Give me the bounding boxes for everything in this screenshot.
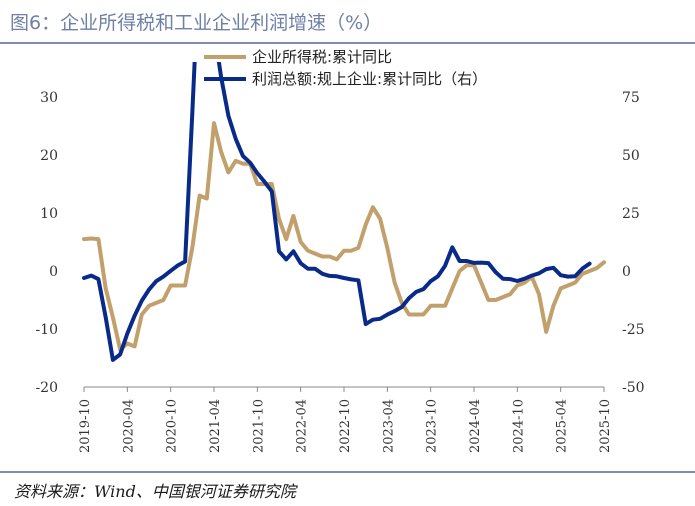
x-tick-label: 2021-10 [251,399,266,453]
x-tick-label: 2022-10 [338,399,353,453]
title-rule [0,42,695,44]
right-tick-label: 25 [622,206,640,222]
x-tick-label: 2025-10 [598,399,613,453]
right-tick-label: 50 [622,148,640,164]
left-tick-label: -10 [35,322,58,338]
x-axis-labels: 2019-10 2020-04 2020-10 2021-04 2021-10 2022-… [78,399,613,453]
right-tick-label: 75 [622,90,640,106]
chart-title: 图6：企业所得税和工业企业利润增速（%） [10,12,383,34]
x-tick-label: 2020-04 [121,399,136,453]
x-tick-label: 2020-10 [165,399,180,453]
legend: 企业所得税:累计同比 利润总额:规上企业:累计同比（右） [204,48,487,88]
source-note: 资料来源：Wind、中国银河证券研究院 [14,482,296,501]
series-line-tax [82,121,606,352]
x-tick-label: 2024-04 [468,399,483,453]
x-tick-label: 2021-04 [208,399,223,453]
series-line-profit [82,62,592,362]
legend-label-profit: 利润总额:规上企业:累计同比（右） [252,70,487,88]
source-rule [0,471,695,473]
left-tick-label: 20 [40,148,58,164]
left-tick-label: -20 [35,380,58,396]
x-tick-label: 2023-04 [381,399,396,453]
x-tick-label: 2023-10 [425,399,440,453]
x-tick-marks [83,387,605,392]
left-tick-label: 30 [40,90,58,106]
legend-label-tax: 企业所得税:累计同比 [252,48,392,66]
x-tick-label: 2025-04 [555,399,570,453]
left-axis-ticks: 30 20 10 0 -10 -20 [35,90,58,396]
left-tick-label: 10 [40,206,58,222]
right-tick-label: -50 [622,380,645,396]
x-tick-label: 2019-10 [78,399,93,453]
x-tick-label: 2022-04 [295,399,310,453]
right-tick-label: 0 [622,264,631,280]
right-tick-label: -25 [622,322,645,338]
right-axis-ticks: 75 50 25 0 -25 -50 [622,90,645,396]
left-tick-label: 0 [49,264,58,280]
series-layer [82,62,606,362]
x-tick-label: 2024-10 [511,399,526,453]
